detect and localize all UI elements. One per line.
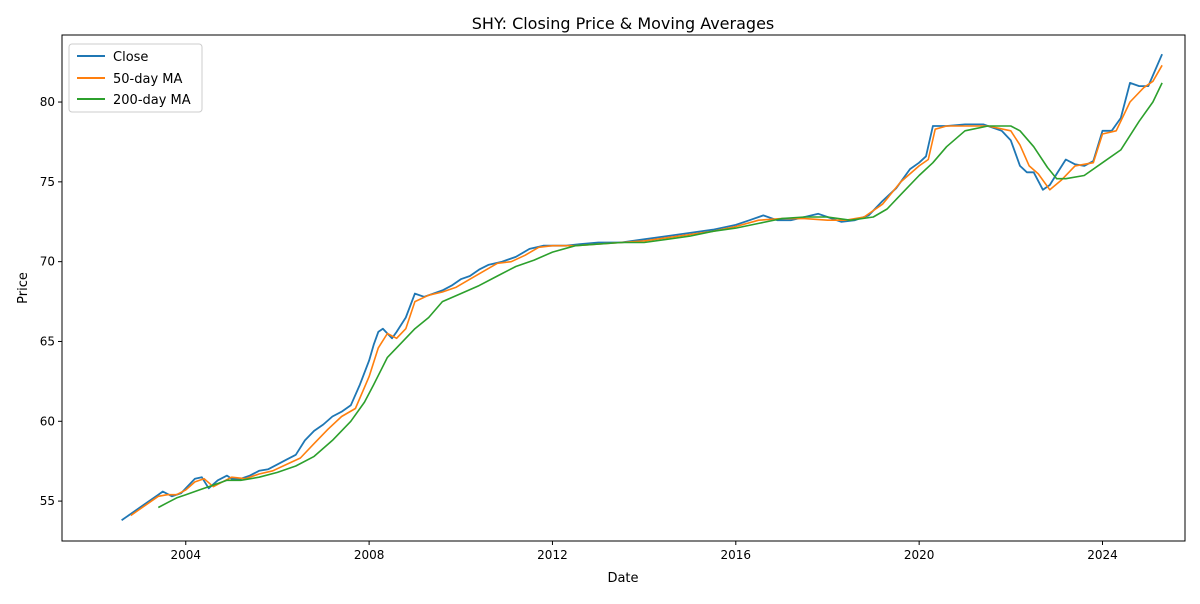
x-tick-label: 2024 xyxy=(1087,548,1118,562)
y-tick-label: 55 xyxy=(40,494,55,508)
axes-frame xyxy=(61,34,1186,542)
x-tick-label: 2016 xyxy=(721,548,752,562)
legend-label-200-day-ma: 200-day MA xyxy=(113,93,191,108)
y-tick-label: 60 xyxy=(40,414,55,428)
x-tick-label: 2004 xyxy=(170,548,201,562)
series-line-close xyxy=(121,53,1163,521)
y-tick-label: 75 xyxy=(40,175,55,189)
series-line-200-day-ma xyxy=(157,82,1163,509)
x-axis-label: Date xyxy=(607,571,638,586)
legend-label-close: Close xyxy=(113,50,148,65)
series-line-50-day-ma xyxy=(130,64,1163,517)
y-tick-label: 80 xyxy=(40,95,55,109)
x-tick-label: 2008 xyxy=(354,548,385,562)
x-tick-label: 2012 xyxy=(537,548,568,562)
plot-area: 2004 2008 2012 2016 2020 2024 55 60 65 70 75 80 xyxy=(40,34,1186,562)
y-tick-label: 65 xyxy=(40,334,55,348)
legend-label-50-day-ma: 50-day MA xyxy=(113,72,182,87)
legend-box xyxy=(68,43,203,113)
x-tick-label: 2020 xyxy=(904,548,935,562)
chart-title: SHY: Closing Price & Moving Averages xyxy=(472,14,775,33)
legend: Close 50-day MA 200-day MA xyxy=(68,43,203,113)
x-axis: 2004 2008 2012 2016 2020 2024 xyxy=(170,541,1118,562)
series-layer xyxy=(121,53,1163,521)
y-axis: 55 60 65 70 75 80 xyxy=(40,95,62,508)
y-tick-label: 70 xyxy=(40,255,55,269)
y-axis-label: Price xyxy=(16,272,31,304)
